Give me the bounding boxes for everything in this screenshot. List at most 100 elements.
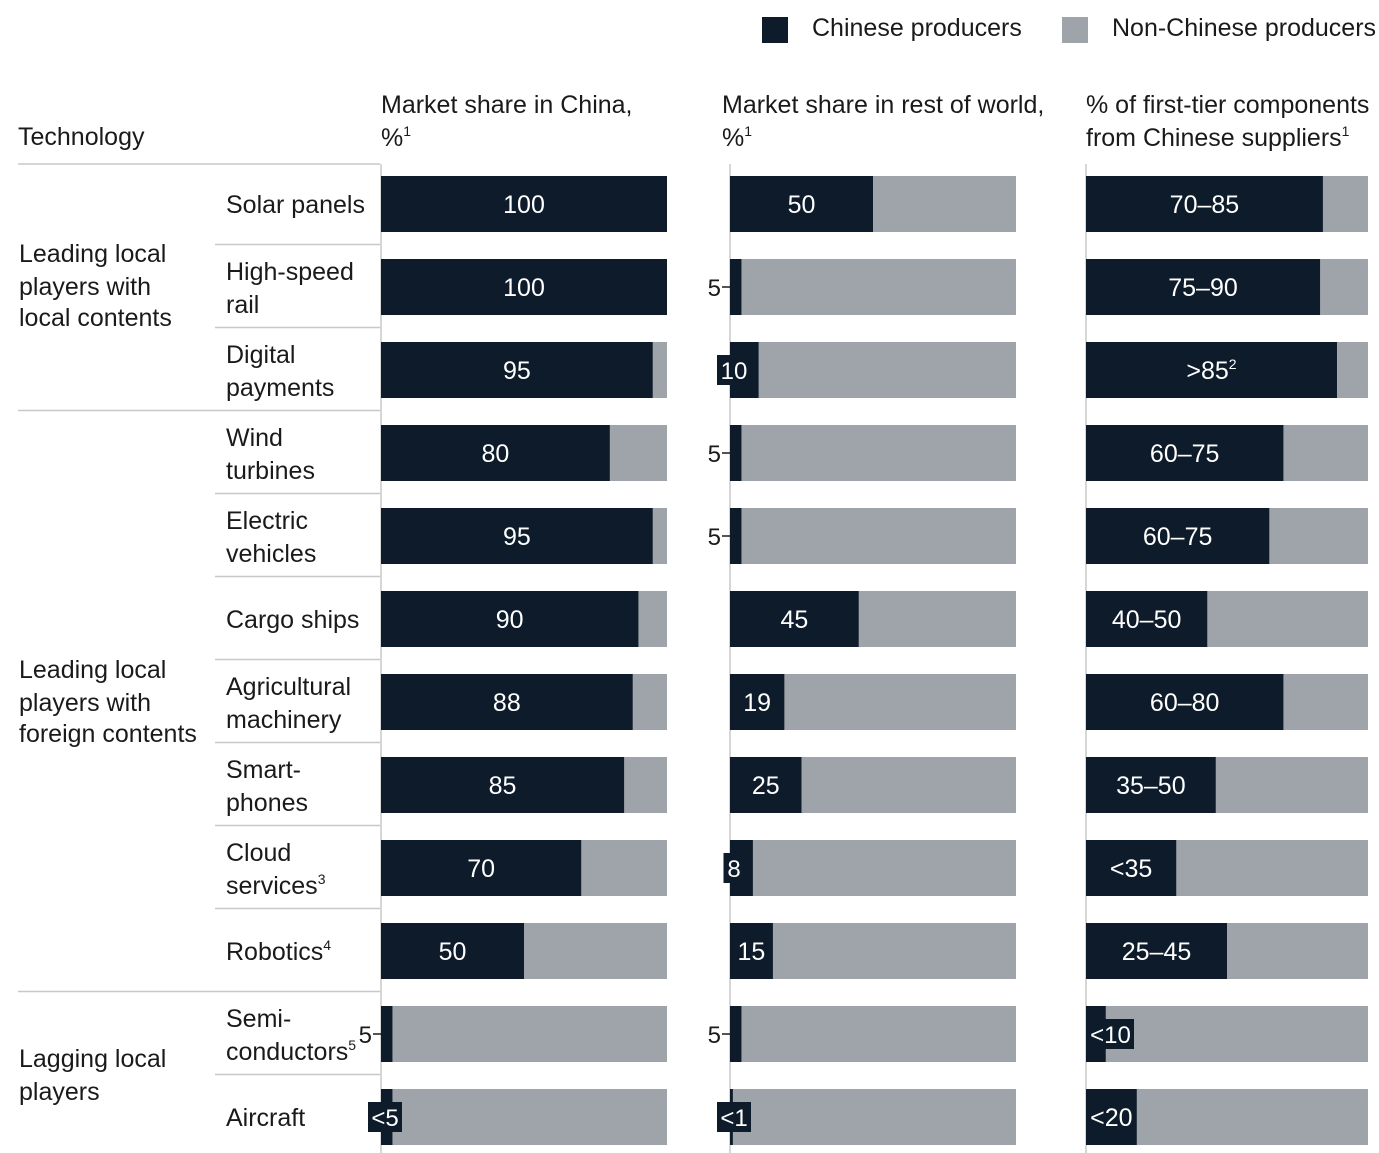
data-label-components: 75–90 [1168, 274, 1238, 302]
label-box [717, 1102, 751, 1132]
bar-chinese-china [381, 674, 633, 730]
bar-chinese-rest-of-world [730, 1006, 742, 1062]
bar-chinese-rest-of-world [730, 259, 742, 315]
chart-row: Aircraft <5 <1 <20 [226, 1089, 1368, 1145]
group-label-foreign-contents: Leading local players with foreign conte… [19, 656, 197, 748]
chart-row: Solar panels 100 50 70–85 [226, 176, 1368, 232]
bar-chinese-components [1086, 674, 1284, 730]
bar-chinese-rest-of-world [730, 591, 859, 647]
data-label-components: <20 [1090, 1104, 1132, 1132]
label-box [368, 1102, 402, 1132]
technology-label: High-speed rail [226, 258, 354, 319]
data-label-rest-of-world: 15 [738, 938, 766, 966]
data-label-components: 25–45 [1122, 938, 1192, 966]
data-label-rest-of-world: 5 [708, 524, 721, 551]
header-components-line2: from Chinese suppliers1 [1086, 123, 1350, 152]
technology-label: Agricultural machinery [226, 673, 351, 734]
chart-row: Robotics4 50 15 25–45 [226, 923, 1368, 979]
bar-non-chinese-rest-of-world [730, 425, 1016, 481]
bar-chinese-china [381, 591, 639, 647]
data-label-rest-of-world: 50 [788, 191, 816, 219]
chart-row: Smart-phones 85 25 35–50 [226, 756, 1368, 817]
bar-non-chinese-china [381, 1089, 667, 1145]
data-label-china: 70 [467, 855, 495, 883]
bar-chinese-components [1086, 176, 1323, 232]
chart-rows: Solar panels 100 50 70–85 High-speed rail 100 5… [226, 176, 1368, 1145]
bar-chinese-rest-of-world [730, 674, 785, 730]
data-label-rest-of-world: 45 [780, 606, 808, 634]
data-label-components: 60–75 [1150, 440, 1220, 468]
column-headers: Technology Market share in China, %1 Mar… [18, 91, 1369, 152]
technology-label: Robotics4 [226, 937, 331, 966]
data-label-china: <5 [371, 1105, 398, 1132]
bar-chinese-china [381, 259, 667, 315]
technology-label: Solar panels [226, 191, 365, 219]
data-label-china: 80 [481, 440, 509, 468]
data-label-components: <35 [1110, 855, 1152, 883]
technology-label: Aircraft [226, 1104, 305, 1132]
legend: Chinese producers Non-Chinese producers [762, 14, 1376, 43]
bar-chinese-china [381, 840, 582, 896]
bar-chinese-rest-of-world [730, 923, 773, 979]
bar-chinese-rest-of-world [730, 757, 802, 813]
group-labels: Leading local players with local content… [19, 240, 197, 1106]
bar-chinese-china [381, 508, 653, 564]
data-label-components: 60–80 [1150, 689, 1220, 717]
data-label-rest-of-world: <1 [720, 1105, 747, 1132]
bar-non-chinese-rest-of-world [730, 508, 1016, 564]
technology-label: Digital payments [226, 341, 334, 402]
data-label-china: 85 [489, 772, 517, 800]
chart-row: Semi-conductors5 5 5 <10 [226, 1005, 1368, 1066]
data-label-rest-of-world: 5 [708, 275, 721, 302]
bar-non-chinese-rest-of-world [730, 259, 1016, 315]
chart-row: Digital payments 95 10 >852 [226, 341, 1368, 402]
bar-chinese-components [1086, 591, 1208, 647]
header-china-line2: %1 [381, 123, 411, 152]
data-label-components: 40–50 [1112, 606, 1182, 634]
data-label-components: 35–50 [1116, 772, 1186, 800]
technology-label: Cargo ships [226, 606, 359, 634]
group-label-lagging: Lagging local players [19, 1045, 173, 1106]
data-label-china: 90 [496, 606, 524, 634]
bar-chinese-components [1086, 508, 1270, 564]
data-label-china: 50 [439, 938, 467, 966]
bar-non-chinese-china [381, 1006, 667, 1062]
chart-row: Cargo ships 90 45 40–50 [226, 591, 1368, 647]
data-label-rest-of-world: 5 [708, 1022, 721, 1049]
data-label-china: 100 [503, 191, 545, 219]
legend-swatch-non-chinese [1062, 17, 1088, 43]
data-label-china: 95 [503, 357, 531, 385]
header-technology: Technology [18, 123, 145, 151]
bar-chinese-rest-of-world [730, 176, 873, 232]
bar-chinese-components [1086, 342, 1337, 398]
label-box [1087, 1019, 1134, 1049]
chart-row: Agricultural machinery 88 19 60–80 [226, 673, 1368, 734]
header-row-line1: Market share in rest of world, [722, 91, 1044, 119]
bar-non-chinese-rest-of-world [730, 1089, 1016, 1145]
chart-row: Wind turbines 80 5 60–75 [226, 424, 1368, 485]
data-label-rest-of-world: 8 [727, 856, 740, 883]
bar-chinese-china [381, 923, 524, 979]
legend-swatch-chinese [762, 17, 788, 43]
data-label-china: 95 [503, 523, 531, 551]
header-china-line1: Market share in China, [381, 91, 633, 119]
chart-row: Cloud services3 70 8 <35 [226, 839, 1368, 900]
bar-chinese-china [381, 342, 653, 398]
bar-chinese-rest-of-world [730, 425, 742, 481]
data-label-components: <10 [1090, 1022, 1131, 1049]
bar-chinese-components [1086, 757, 1216, 813]
chart-row: Electric vehicles 95 5 60–75 [226, 507, 1368, 568]
data-label-china: 100 [503, 274, 545, 302]
bar-chinese-china [381, 176, 667, 232]
bar-non-chinese-rest-of-world [730, 342, 1016, 398]
data-label-rest-of-world: 5 [708, 441, 721, 468]
data-label-rest-of-world: 10 [721, 358, 748, 385]
technology-label: Wind turbines [226, 424, 315, 485]
technology-label: Smart-phones [226, 756, 308, 817]
legend-label-non-chinese: Non-Chinese producers [1112, 14, 1376, 42]
row-dividers [18, 163, 1087, 1153]
data-label-components: 60–75 [1143, 523, 1213, 551]
data-label-components: >852 [1186, 356, 1236, 385]
bar-chinese-components [1086, 840, 1177, 896]
technology-label: Cloud services3 [226, 839, 326, 900]
